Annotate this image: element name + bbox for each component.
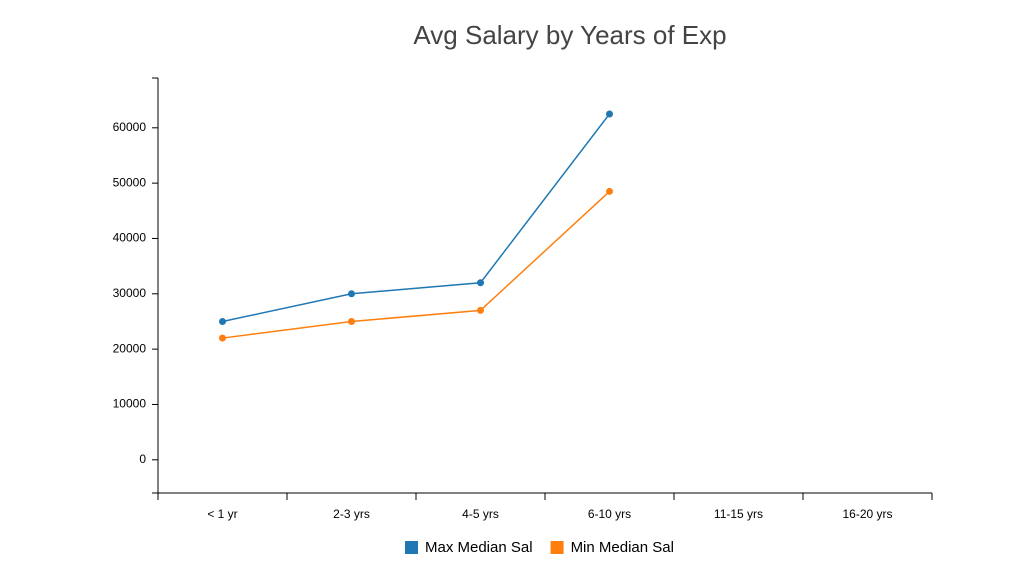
point: [477, 306, 484, 314]
point: [606, 187, 613, 195]
series-line: [222, 190, 611, 339]
x-tick-label: 2-3 yrs: [333, 507, 370, 521]
point: [348, 317, 355, 325]
legend-label: Min Median Sal: [571, 539, 674, 556]
series-line: [222, 113, 611, 323]
y-tick-label: 40000: [113, 231, 147, 245]
y-tick-label: 20000: [113, 341, 147, 355]
point: [219, 317, 226, 325]
x-tick-label: 4-5 yrs: [462, 507, 499, 521]
y-tick-label: 30000: [113, 286, 147, 300]
legend-label: Max Median Sal: [425, 539, 533, 556]
point: [219, 334, 226, 342]
point: [348, 290, 355, 298]
x-tick-label: 16-20 yrs: [842, 507, 892, 521]
point: [477, 279, 484, 287]
legend-swatch: [405, 541, 418, 554]
point: [606, 110, 613, 118]
y-tick-label: 50000: [113, 175, 147, 189]
x-tick-label: 6-10 yrs: [588, 507, 631, 521]
legend-swatch: [550, 541, 564, 554]
y-tick-label: 10000: [113, 397, 147, 411]
x-tick-label: < 1 yr: [207, 507, 237, 521]
x-tick-label: 11-15 yrs: [714, 507, 763, 521]
chart-title: Avg Salary by Years of Exp: [413, 20, 726, 50]
y-tick-label: 60000: [113, 120, 147, 134]
y-tick-label: 0: [139, 452, 146, 466]
